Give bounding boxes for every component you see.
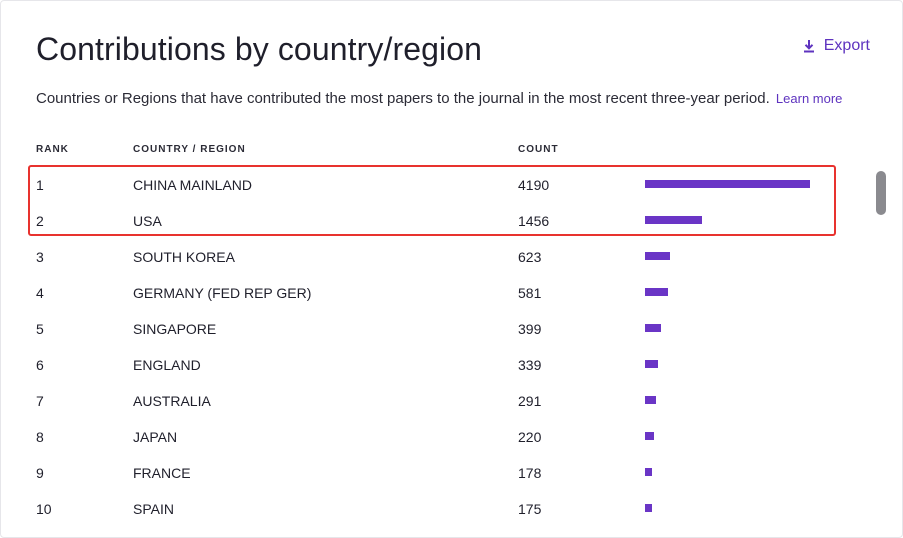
- rank-cell: 9: [36, 465, 44, 481]
- table-row: 5 SINGAPORE 399: [36, 311, 836, 347]
- country-cell: USA: [133, 213, 162, 229]
- country-cell: ENGLAND: [133, 357, 201, 373]
- rank-cell: 6: [36, 357, 44, 373]
- table-row: 10 SPAIN 175: [36, 491, 836, 527]
- table-row: 9 FRANCE 178: [36, 455, 836, 491]
- table-body: 1 CHINA MAINLAND 4190 2 USA 1456 3 SOUTH KOREA 6…: [36, 167, 836, 527]
- count-bar: [645, 324, 661, 332]
- country-cell: SPAIN: [133, 501, 174, 517]
- table-row: 3 SOUTH KOREA 623: [36, 239, 836, 275]
- download-icon: [802, 39, 816, 53]
- count-bar: [645, 504, 652, 512]
- count-cell: 623: [518, 249, 542, 265]
- table-header: RANK COUNTRY / REGION COUNT: [36, 141, 836, 161]
- count-bar: [645, 360, 658, 368]
- table-row: 1 CHINA MAINLAND 4190: [36, 167, 836, 203]
- table-row: 2 USA 1456: [36, 203, 836, 239]
- description-text: Countries or Regions that have contribut…: [36, 90, 770, 107]
- count-cell: 178: [518, 465, 542, 481]
- page-title: Contributions by country/region: [36, 31, 483, 67]
- country-cell: CHINA MAINLAND: [133, 177, 253, 193]
- export-button[interactable]: Export: [802, 37, 870, 55]
- count-bar: [645, 468, 652, 476]
- count-cell: 220: [518, 429, 542, 445]
- rank-cell: 4: [36, 285, 44, 301]
- rank-cell: 2: [36, 213, 44, 229]
- rank-cell: 1: [36, 177, 44, 193]
- rank-cell: 3: [36, 249, 44, 265]
- table-row: 7 AUSTRALIA 291: [36, 383, 836, 419]
- country-cell: JAPAN: [133, 429, 178, 445]
- count-bar: [645, 252, 670, 260]
- count-bar: [645, 180, 810, 188]
- count-cell: 175: [518, 501, 542, 517]
- rank-cell: 7: [36, 393, 44, 409]
- country-cell: FRANCE: [133, 465, 191, 481]
- rank-cell: 5: [36, 321, 44, 337]
- column-header-country: COUNTRY / REGION: [133, 144, 246, 155]
- rank-cell: 8: [36, 429, 44, 445]
- count-cell: 399: [518, 321, 542, 337]
- country-cell: GERMANY (FED REP GER): [133, 285, 312, 301]
- count-bar: [645, 396, 656, 404]
- rank-cell: 10: [36, 501, 52, 517]
- count-bar: [645, 216, 702, 224]
- column-header-count: COUNT: [518, 144, 559, 155]
- export-label: Export: [823, 37, 870, 54]
- country-cell: AUSTRALIA: [133, 393, 211, 409]
- count-bar: [645, 288, 668, 296]
- count-cell: 4190: [518, 177, 550, 193]
- count-cell: 581: [518, 285, 542, 301]
- learn-more-link[interactable]: Learn more: [775, 91, 843, 106]
- table-row: 8 JAPAN 220: [36, 419, 836, 455]
- table-row: 6 ENGLAND 339: [36, 347, 836, 383]
- scrollbar-thumb[interactable]: [876, 171, 886, 215]
- country-cell: SINGAPORE: [133, 321, 217, 337]
- count-cell: 339: [518, 357, 542, 373]
- count-cell: 291: [518, 393, 542, 409]
- country-cell: SOUTH KOREA: [133, 249, 235, 265]
- table-row: 4 GERMANY (FED REP GER) 581: [36, 275, 836, 311]
- contributions-table: RANK COUNTRY / REGION COUNT 1 CHINA MAINL…: [36, 141, 836, 517]
- count-cell: 1456: [518, 213, 550, 229]
- description: Countries or Regions that have contribut…: [36, 90, 842, 107]
- count-bar: [645, 432, 654, 440]
- column-header-rank: RANK: [36, 144, 69, 155]
